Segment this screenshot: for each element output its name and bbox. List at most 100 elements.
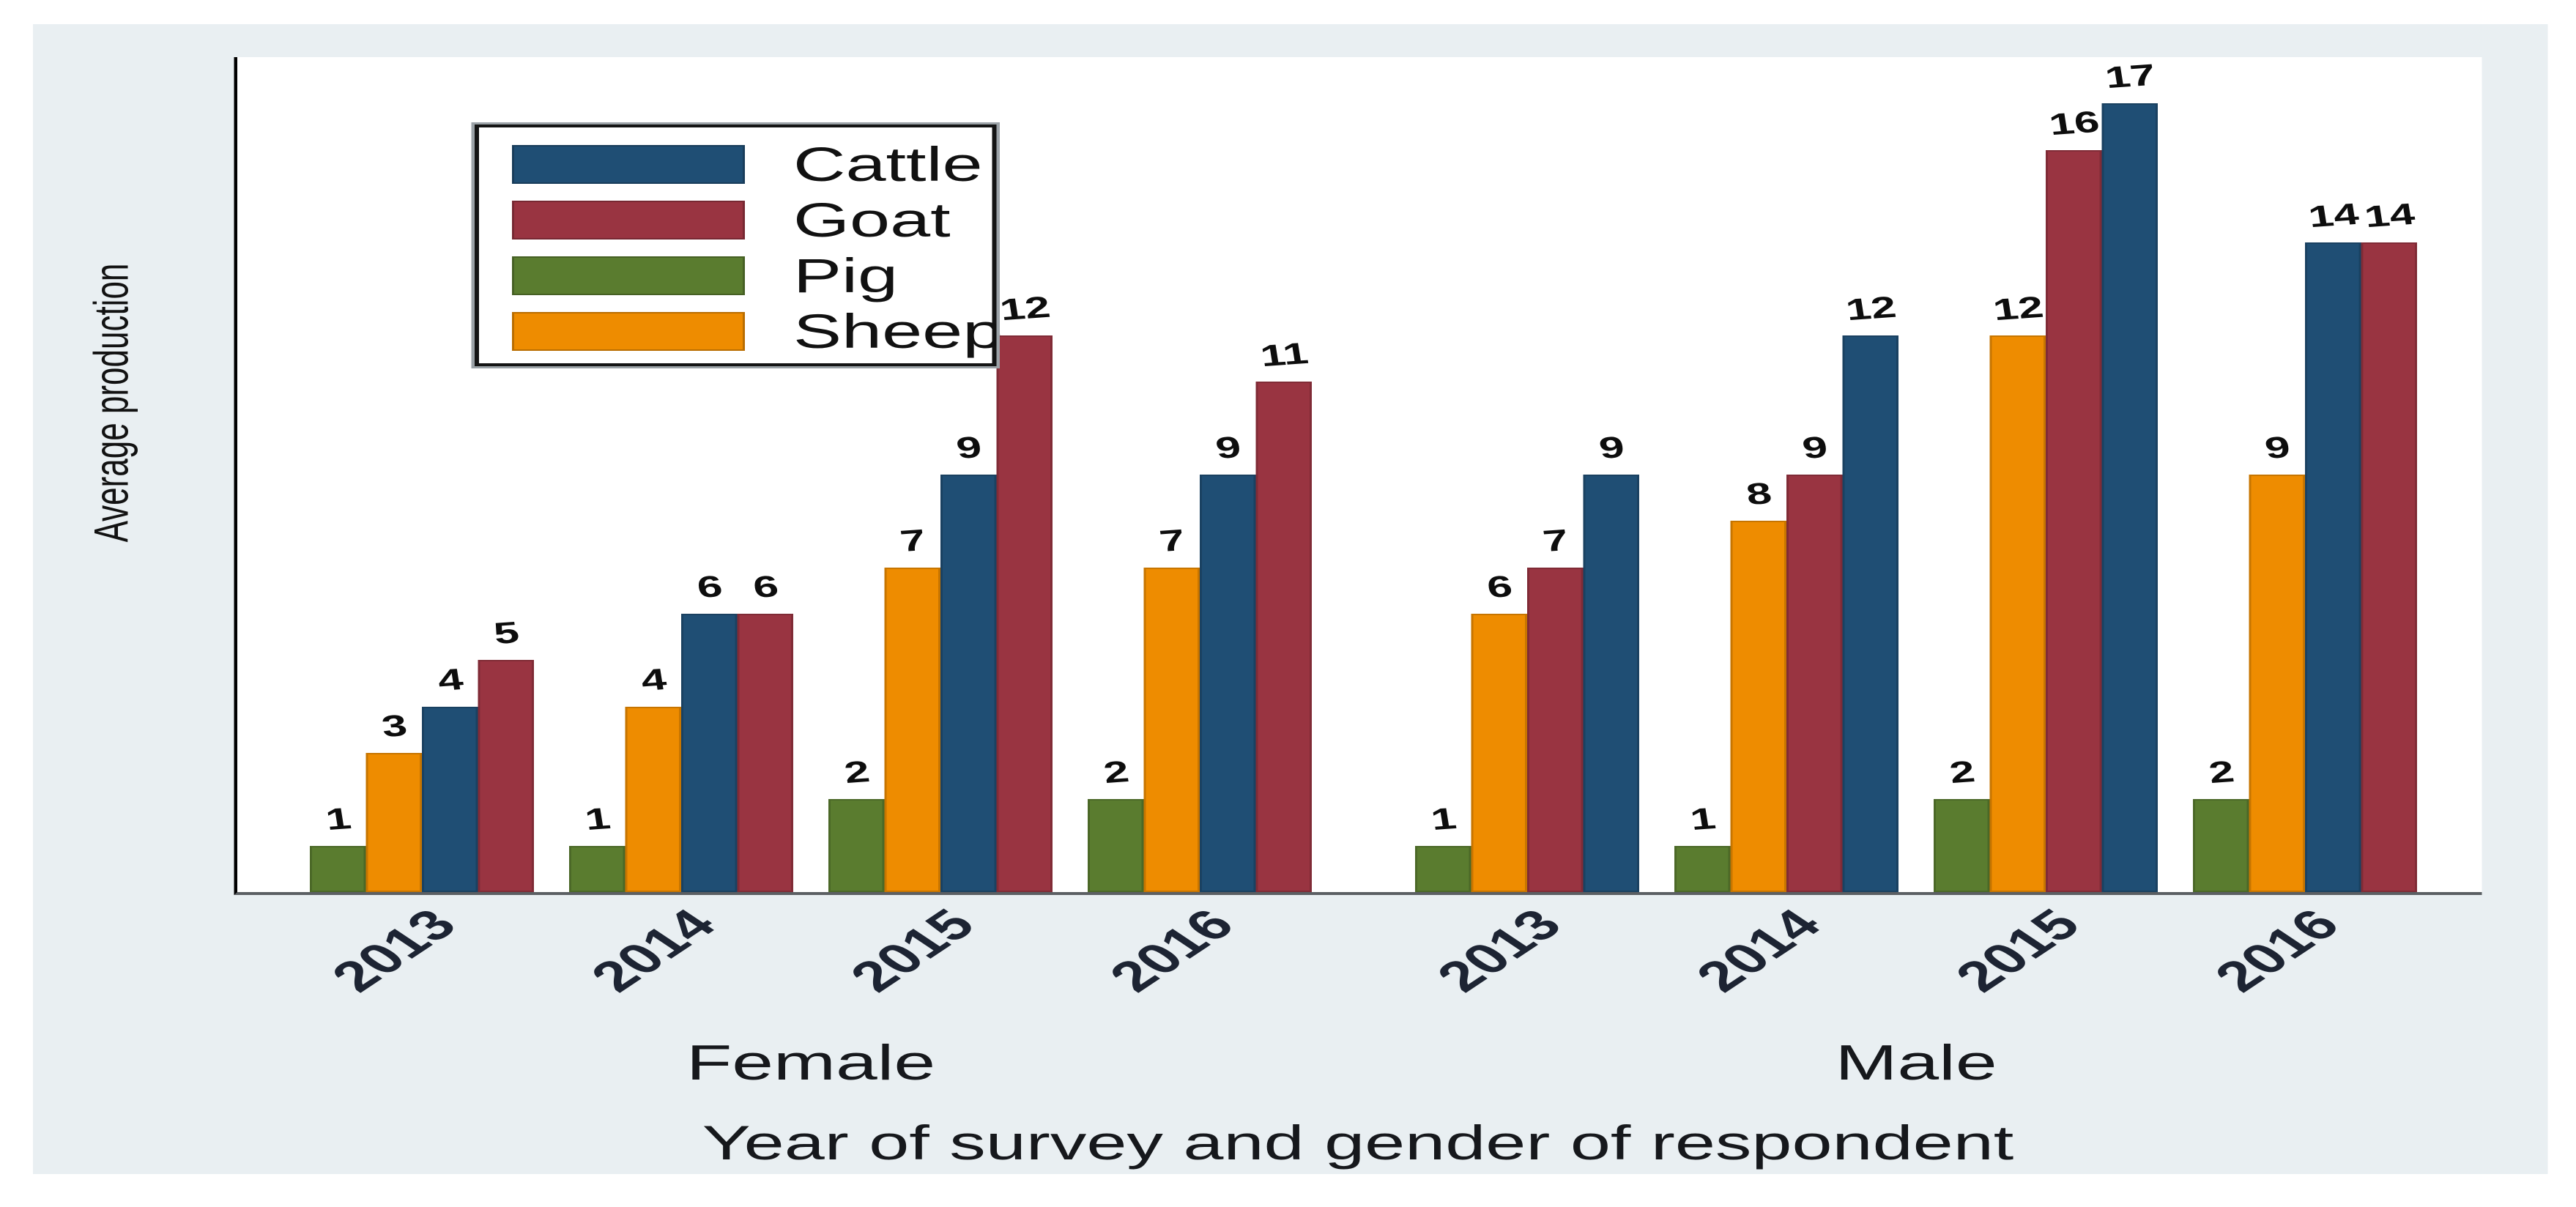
bar-value-label: 1 [582,801,612,837]
bar-goat [1786,475,1843,892]
bar-value-label: 4 [638,661,669,698]
bar-cattle [1200,475,1256,892]
bar-cell: 1 [310,801,366,892]
bar-cell: 8 [1730,476,1786,892]
bar-goat [737,614,793,892]
bar-sheep [2249,475,2305,892]
bar-cell: 6 [1471,569,1527,892]
bar-sheep [884,568,940,892]
bar-value-label: 4 [434,661,465,698]
bar-sheep [1471,614,1527,892]
bar-cell: 11 [1255,336,1312,892]
bar-pig [2193,799,2249,892]
bar-goat [1255,382,1312,892]
bar-value-label: 16 [2046,104,2101,142]
bar-value-label: 1 [322,801,353,837]
legend-swatch-pig [512,256,745,295]
bar-cell: 12 [1842,290,1898,892]
bar-value-label: 5 [491,614,521,651]
legend-item: Sheep [479,303,1003,359]
bar-cattle [940,475,997,892]
bar-cell: 1 [1415,801,1471,892]
bar-cell: 6 [681,569,738,892]
legend-item: Pig [479,248,992,303]
bar-goat [2046,150,2102,892]
legend-label: Pig [793,248,899,302]
bar-value-label: 7 [1157,522,1187,559]
bar-goat [478,660,534,892]
legend-label: Sheep [793,304,1003,358]
bar-cell: 9 [1583,430,1639,892]
bar-value-label: 7 [1540,522,1570,559]
bar-cell: 12 [1989,290,2046,892]
bar-cell: 2 [828,754,885,892]
bar-cattle [1842,335,1898,892]
bar-value-label: 1 [1428,801,1458,837]
bar-cell: 14 [2305,197,2361,892]
bar-cell: 5 [478,615,534,892]
panel-label-female: Female [686,1035,936,1091]
bar-group-male-2015: 2 12 16 17 2015 [1934,57,2158,1000]
bar-pig [310,846,366,892]
bar-cell: 2 [1934,754,1990,892]
bar-cell: 9 [2249,430,2305,892]
bar-cell: 1 [1674,801,1731,892]
legend-item: Cattle [479,136,992,192]
bar-sheep [1143,568,1200,892]
panel-label-male: Male [1835,1035,1997,1091]
bar-group-female-2015: 2 7 9 12 2015 [828,57,1053,1000]
bar-value-label: 11 [1257,335,1310,374]
bar-value-label: 6 [750,568,781,605]
bar-cell: 6 [737,569,793,892]
bar-cell: 2 [1088,754,1144,892]
bar-cell: 2 [2193,754,2249,892]
bar-cell: 7 [1527,523,1584,892]
bar-cell: 9 [1786,430,1843,892]
bar-value-label: 2 [1100,754,1131,790]
bar-value-label: 9 [1799,429,1830,466]
bar-goat [1527,568,1584,892]
panel-female: 1 3 4 5 2013 1 4 6 6 2014 2 7 9 12 2015 2 7 9 11 2016 [310,57,1312,1000]
bar-sheep [1730,521,1786,892]
y-axis-label: Average production [57,66,167,740]
bar-cell: 4 [625,662,681,892]
bar-cell: 4 [422,662,478,892]
bar-cattle [1583,475,1639,892]
bar-value-label: 8 [1743,475,1774,512]
bar-group-female-2014: 1 4 6 6 2014 [569,57,793,1000]
bar-goat [996,335,1053,892]
y-axis-label-text: Average production [84,263,139,543]
bar-cattle [681,614,738,892]
bar-sheep [625,707,681,892]
bar-value-label: 12 [997,289,1053,327]
bar-value-label: 9 [1596,429,1627,466]
bar-pig [1088,799,1144,892]
bar-value-label: 6 [694,568,724,605]
bar-value-label: 3 [379,708,409,744]
legend: Cattle Goat Pig Sheep [471,122,1003,368]
bar-value-label: 12 [1990,289,2046,327]
bar-cell: 9 [1200,430,1256,892]
bar-value-label: 2 [841,754,872,790]
bar-pig [1934,799,1990,892]
bar-value-label: 1 [1687,801,1718,837]
bar-cell: 9 [940,430,997,892]
bar-cell: 1 [569,801,626,892]
legend-rows: Cattle Goat Pig Sheep [479,136,1003,359]
bar-value-label: 17 [2102,57,2158,95]
legend-swatch-sheep [512,311,745,351]
plot-area: 1 3 4 5 2013 1 4 6 6 2014 2 7 9 12 2015 2 7 9 11 2016 1 6 7 9 20… [234,57,2482,1000]
legend-swatch-cattle [512,144,745,184]
bar-cell: 7 [1143,523,1200,892]
bar-cell: 7 [884,523,940,892]
x-axis-title: Year of survey and gender of respondent [702,1115,2014,1170]
bar-value-label: 9 [1212,429,1243,466]
bars-container: 1 3 4 5 2013 1 4 6 6 2014 2 7 9 12 2015 2 7 9 11 2016 1 6 7 9 20… [310,57,2482,1000]
bar-value-label: 7 [897,522,928,559]
bar-goat [2361,242,2417,892]
bar-value-label: 2 [1946,754,1977,790]
bar-value-label: 6 [1484,568,1515,605]
bar-cell: 17 [2101,58,2158,892]
bar-pig [1415,846,1471,892]
bar-cell: 14 [2361,197,2417,892]
